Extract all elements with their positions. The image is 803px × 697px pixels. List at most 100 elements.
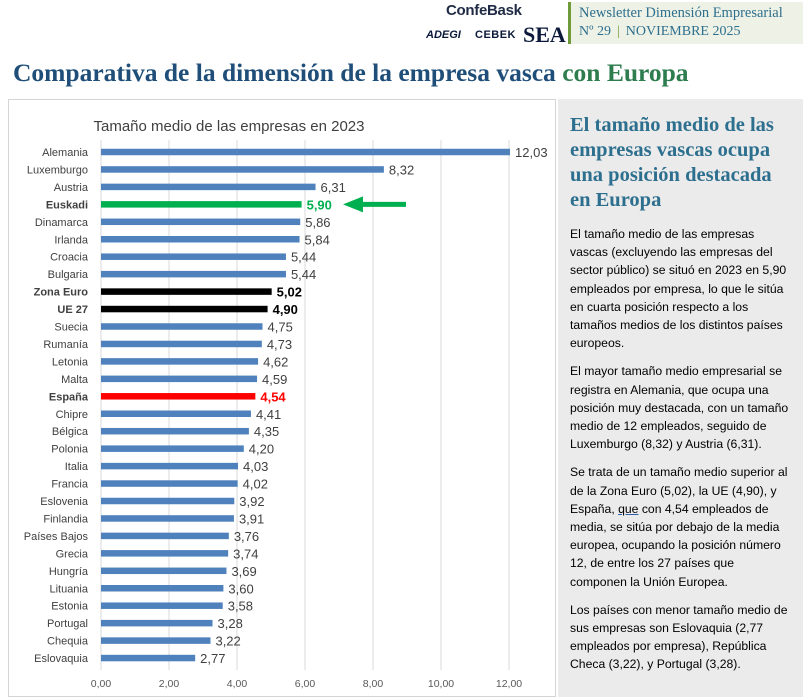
data-label: 4,75 [268, 320, 293, 335]
category-label: Chequia [47, 636, 89, 648]
x-tick-label: 0,00 [91, 678, 112, 690]
category-label: Portugal [47, 618, 88, 630]
data-label: 4,62 [263, 354, 288, 369]
bar [101, 183, 316, 191]
data-label: 3,60 [228, 581, 253, 596]
bar [101, 340, 262, 348]
annotation-arrow-head [343, 196, 363, 213]
bar [101, 532, 229, 540]
x-tick-label: 4,00 [227, 678, 248, 690]
category-label: Suecia [54, 322, 89, 334]
side-paragraph-4: Los países con menor tamaño medio de sus… [570, 602, 788, 672]
side-panel: El tamaño medio de las empresas vascas o… [558, 99, 803, 697]
data-label: 3,92 [239, 494, 264, 509]
bar [101, 288, 272, 295]
newsletter-title: Newsletter Dimensión Empresarial [579, 5, 783, 21]
category-label: Hungría [49, 566, 89, 578]
data-label: 3,28 [218, 616, 243, 631]
category-label: Letonia [52, 356, 89, 368]
category-label: Eslovaquia [34, 653, 89, 665]
category-label: Malta [61, 374, 89, 386]
x-tick-label: 6,00 [295, 678, 316, 690]
bar [101, 218, 301, 226]
bar [101, 253, 286, 260]
category-label: Chipre [56, 409, 88, 421]
data-label: 4,90 [273, 302, 298, 317]
side-paragraph-3b: con 4,54 empleados de media, se sitúa po… [570, 501, 781, 589]
category-label: Países Bajos [24, 531, 89, 543]
data-label: 3,74 [233, 546, 258, 561]
category-label: Euskadi [46, 199, 88, 211]
category-label: Lituania [49, 583, 88, 595]
bar [101, 166, 384, 173]
category-label: Alemania [42, 147, 89, 159]
data-label: 6,31 [321, 180, 346, 195]
data-label: 4,59 [262, 372, 287, 387]
bar [101, 427, 249, 435]
category-label: Italia [65, 461, 89, 473]
bar [101, 567, 227, 575]
bar [101, 393, 256, 400]
bar [101, 270, 286, 278]
side-heading: El tamaño medio de las empresas vascas o… [570, 114, 774, 211]
bar-chart: Tamaño medio de las empresas en 2023 0,00… [24, 118, 548, 690]
data-label: 4,02 [243, 477, 268, 492]
issue-number: Nº 29 [579, 24, 611, 39]
category-label: Zona Euro [34, 287, 89, 299]
page-title-part1: Comparativa de la dimensión de la empres… [13, 58, 563, 87]
page-title-part2: con Europa [562, 58, 689, 87]
data-label: 8,32 [389, 162, 414, 177]
x-tick-label: 10,00 [428, 678, 454, 690]
issue-date: NOVIEMBRE 2025 [625, 24, 741, 39]
side-paragraph-1: El tamaño medio de las empresas vascas (… [570, 227, 787, 351]
category-label: Francia [51, 479, 89, 491]
cebek-logo: CEBEK [475, 29, 517, 41]
data-label: 4,54 [260, 389, 286, 404]
category-label: Rumanía [43, 339, 89, 351]
adegi-logo: ADEGI [426, 29, 461, 41]
bar [101, 497, 235, 505]
page-title: Comparativa de la dimensión de la empres… [13, 58, 689, 88]
category-label: UE 27 [57, 304, 88, 316]
x-tick-label: 2,00 [159, 678, 180, 690]
data-label: 5,84 [305, 232, 330, 247]
category-label: Austria [54, 182, 89, 194]
side-paragraph-2: El mayor tamaño medio empresarial se reg… [570, 364, 789, 452]
category-label: Finlandia [43, 513, 89, 525]
bar [101, 654, 196, 662]
bar [101, 480, 238, 487]
data-label: 5,02 [277, 285, 302, 300]
chart-panel: Tamaño medio de las empresas en 2023 0,00… [8, 99, 556, 697]
category-label: Dinamarca [35, 217, 89, 229]
category-label: Croacia [50, 252, 89, 264]
bar [101, 236, 300, 243]
category-label: Bélgica [52, 426, 89, 438]
category-label: Grecia [56, 548, 89, 560]
chart-title: Tamaño medio de las empresas en 2023 [94, 118, 365, 135]
side-paragraph-3: Se trata de un tamaño medio superior al … [570, 463, 791, 590]
category-label: Estonia [51, 601, 89, 613]
newsletter-badge: Newsletter Dimensión Empresarial Nº 29 | N… [568, 2, 803, 44]
confebask-logo: ConfeBask [446, 2, 522, 19]
data-label: 5,44 [291, 267, 316, 282]
category-label: Irlanda [54, 234, 89, 246]
bar [101, 619, 213, 627]
bar [101, 410, 251, 417]
bar [101, 201, 302, 208]
data-label: 4,35 [254, 424, 279, 439]
side-paragraph-3a: Se trata de un tamaño medio superior al … [570, 465, 788, 516]
data-label: 4,20 [249, 442, 274, 457]
bar [101, 602, 223, 609]
bar [101, 637, 211, 644]
data-label: 12,03 [515, 145, 548, 160]
data-label: 3,76 [234, 529, 259, 544]
data-label: 3,69 [231, 564, 256, 579]
category-label: España [49, 391, 89, 403]
data-label: 2,77 [200, 651, 225, 666]
category-label: Bulgaria [48, 269, 89, 281]
data-label: 5,86 [305, 215, 330, 230]
bar [101, 148, 511, 156]
sea-logo: SEA [523, 22, 566, 47]
bar [101, 323, 263, 330]
side-paragraph-3-underlined: que [618, 501, 639, 516]
